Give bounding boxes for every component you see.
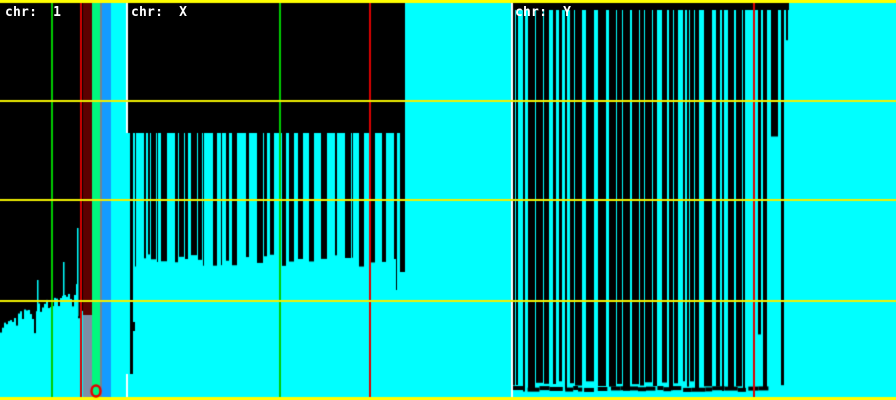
panel-label-chr1: chr: 1 (5, 5, 62, 20)
panel-label-chrY: chr: Y (515, 5, 572, 20)
panel-label-chrX: chr: X (131, 5, 188, 20)
